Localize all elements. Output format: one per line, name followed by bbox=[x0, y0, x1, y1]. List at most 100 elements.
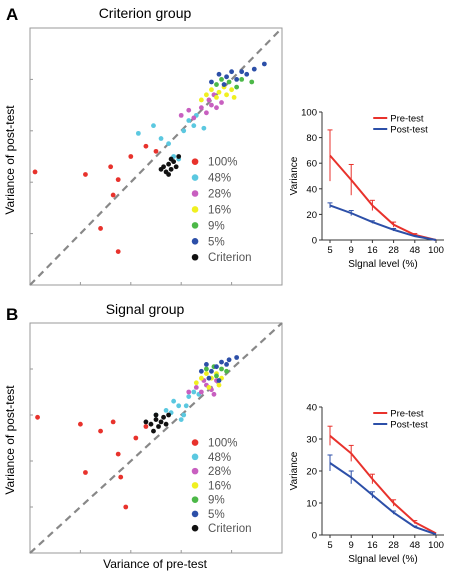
scatter-a-point-criterion-9 bbox=[158, 166, 164, 172]
scatter-b-point-criterion-4 bbox=[161, 414, 166, 420]
scatter-b-point-48pct-7 bbox=[191, 389, 197, 395]
scatter-a-point-5pct-6 bbox=[244, 71, 250, 77]
scatter-a-point-criterion-7 bbox=[176, 154, 182, 159]
line-a-x-tick-label-0: 5 bbox=[327, 245, 332, 256]
line-b-xlabel: Slgnal level (%) bbox=[348, 554, 417, 565]
scatter-b-point-criterion-7 bbox=[143, 419, 149, 425]
scatter-b-point-9pct-4 bbox=[214, 373, 219, 379]
scatter-b-point-28pct-1 bbox=[193, 385, 199, 390]
panel-b-title: Signal group bbox=[106, 301, 185, 317]
scatter-b-point-criterion-3 bbox=[156, 424, 161, 429]
scatter-a: 100% 48% 28% 16% 9% 5% Criterion bbox=[29, 27, 283, 286]
scatter-a-legend-label-2: 28% bbox=[208, 189, 231, 201]
panel-b-label: B bbox=[6, 305, 18, 324]
line-a-x-tick-label-5: 100 bbox=[428, 245, 444, 256]
scatter-a-point-48pct-1 bbox=[151, 123, 156, 129]
line-a-y-tick-label-1: 20 bbox=[306, 210, 317, 221]
scatter-a-point-5pct-1 bbox=[216, 71, 222, 77]
scatter-b-legend-marker-1 bbox=[191, 453, 199, 461]
scatter-b-point-5pct-4 bbox=[219, 359, 224, 365]
line-a-series-line-0 bbox=[329, 154, 437, 241]
scatter-a-point-9pct-4 bbox=[239, 77, 245, 82]
line-b-x-tick-label-5: 100 bbox=[428, 540, 444, 551]
scatter-a-point-48pct-9 bbox=[191, 123, 197, 129]
line-a-y-tick-label-2: 40 bbox=[306, 184, 317, 195]
scatter-b-legend-label-1: 48% bbox=[208, 452, 231, 464]
scatter-a-point-5pct-2 bbox=[224, 74, 229, 80]
scatter-b-legend-marker-3 bbox=[191, 482, 199, 489]
scatter-a-legend-marker-4 bbox=[191, 222, 199, 229]
line-a-xlabel: Slgnal level (%) bbox=[348, 259, 417, 270]
scatter-a-point-5pct-7 bbox=[251, 66, 257, 72]
line-b-y-tick-label-3: 30 bbox=[306, 435, 317, 446]
scatter-b-identity-line bbox=[29, 322, 283, 554]
scatter-a-point-16pct-8 bbox=[231, 94, 237, 100]
scatter-a-point-100pct-3 bbox=[115, 177, 121, 183]
scatter-a-point-5pct-8 bbox=[261, 61, 267, 67]
line-a-y-tick-label-5: 100 bbox=[301, 108, 317, 119]
panel-b-xlabel: Variance of pre-test bbox=[103, 557, 207, 571]
scatter-b-point-28pct-0 bbox=[186, 389, 192, 395]
scatter-a-point-100pct-6 bbox=[115, 249, 121, 254]
scatter-a-point-28pct-0 bbox=[178, 112, 184, 118]
scatter-a-point-16pct-2 bbox=[209, 87, 214, 93]
scatter-b-point-100pct-3 bbox=[98, 428, 103, 434]
line-a-legend-label-1: Post-test bbox=[390, 125, 428, 136]
scatter-a-point-9pct-1 bbox=[219, 77, 224, 82]
scatter-b-point-100pct-7 bbox=[83, 470, 88, 475]
line-a-y-tick-label-4: 80 bbox=[306, 133, 317, 144]
line-a-ylabel: Variance bbox=[289, 156, 300, 195]
scatter-a-point-100pct-5 bbox=[98, 226, 103, 231]
scatter-a-point-28pct-8 bbox=[219, 100, 224, 105]
scatter-b-point-48pct-9 bbox=[183, 403, 189, 409]
panel-a-ylabel: Variance of post-test bbox=[3, 105, 17, 215]
scatter-a-point-100pct-8 bbox=[143, 143, 149, 149]
scatter-a-point-5pct-5 bbox=[239, 69, 245, 75]
scatter-a-point-16pct-3 bbox=[214, 94, 219, 100]
scatter-b-point-criterion-9 bbox=[166, 412, 172, 418]
scatter-a-point-criterion-1 bbox=[166, 161, 172, 167]
scatter-b-point-48pct-2 bbox=[171, 398, 177, 404]
scatter-a-legend-label-1: 48% bbox=[208, 173, 231, 185]
scatter-a-legend-label-5: 5% bbox=[208, 236, 225, 248]
scatter-b-legend-label-4: 9% bbox=[208, 495, 225, 507]
scatter-a-point-28pct-4 bbox=[204, 110, 209, 116]
scatter-a-legend-marker-1 bbox=[191, 174, 199, 181]
scatter-b-point-5pct-3 bbox=[214, 364, 219, 370]
scatter-b-point-100pct-2 bbox=[110, 419, 116, 425]
line-a-series-line-1 bbox=[329, 204, 437, 241]
scatter-a-legend-label-6: Criterion bbox=[208, 252, 251, 264]
scatter-b-point-16pct-2 bbox=[204, 371, 209, 376]
scatter-b-point-48pct-3 bbox=[176, 403, 182, 409]
line-b-series-line-0 bbox=[329, 435, 437, 535]
scatter-b-point-5pct-6 bbox=[226, 357, 232, 363]
line-a-y-tick-label-0: 0 bbox=[312, 236, 317, 247]
scatter-a-legend-marker-0 bbox=[191, 158, 199, 165]
scatter-b-point-16pct-0 bbox=[193, 380, 199, 386]
line-a-x-tick-label-2: 16 bbox=[367, 245, 378, 256]
line-b-legend-label-0: Pre-test bbox=[390, 409, 424, 420]
scatter-b-point-criterion-6 bbox=[153, 412, 159, 418]
scatter-a-legend-marker-6 bbox=[191, 253, 199, 261]
scatter-a-legend-label-4: 9% bbox=[208, 220, 225, 232]
scatter-b-point-100pct-8 bbox=[133, 435, 139, 441]
scatter-a-point-9pct-5 bbox=[249, 79, 255, 85]
scatter-a-point-100pct-1 bbox=[83, 172, 88, 177]
scatter-b-point-5pct-0 bbox=[198, 368, 204, 374]
scatter-b-point-5pct-1 bbox=[204, 362, 209, 367]
scatter-b-point-5pct-7 bbox=[234, 355, 240, 360]
line-a-y-tick-label-3: 60 bbox=[306, 159, 317, 170]
scatter-a-point-100pct-9 bbox=[153, 148, 159, 154]
scatter-a-point-9pct-3 bbox=[234, 84, 240, 90]
scatter-b-point-48pct-1 bbox=[163, 408, 169, 413]
scatter-a-point-16pct-0 bbox=[198, 97, 204, 103]
scatter-a-point-criterion-2 bbox=[168, 166, 174, 172]
scatter-b-legend-marker-6 bbox=[191, 524, 199, 532]
scatter-a-point-48pct-6 bbox=[181, 128, 187, 134]
scatter-b-point-100pct-5 bbox=[118, 474, 124, 480]
scatter-a-point-100pct-0 bbox=[32, 169, 38, 175]
scatter-b-point-100pct-4 bbox=[115, 451, 121, 457]
line-b-x-tick-label-2: 16 bbox=[367, 540, 378, 551]
line-a-x-tick-label-3: 28 bbox=[388, 245, 399, 256]
scatter-b-point-9pct-2 bbox=[219, 366, 224, 372]
